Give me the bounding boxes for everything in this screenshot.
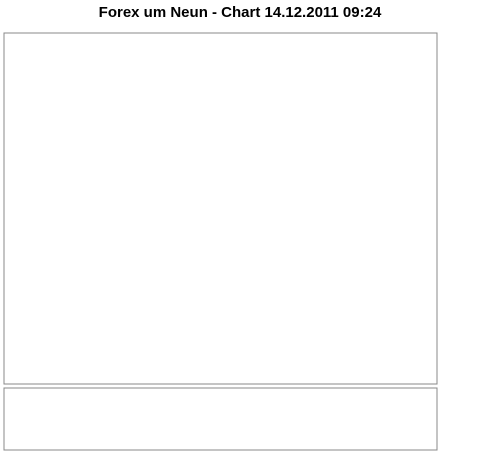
lower-plot-frame bbox=[3, 387, 438, 451]
chart-title: Forex um Neun - Chart 14.12.2011 09:24 bbox=[99, 4, 382, 21]
main-plot-frame bbox=[3, 32, 438, 385]
